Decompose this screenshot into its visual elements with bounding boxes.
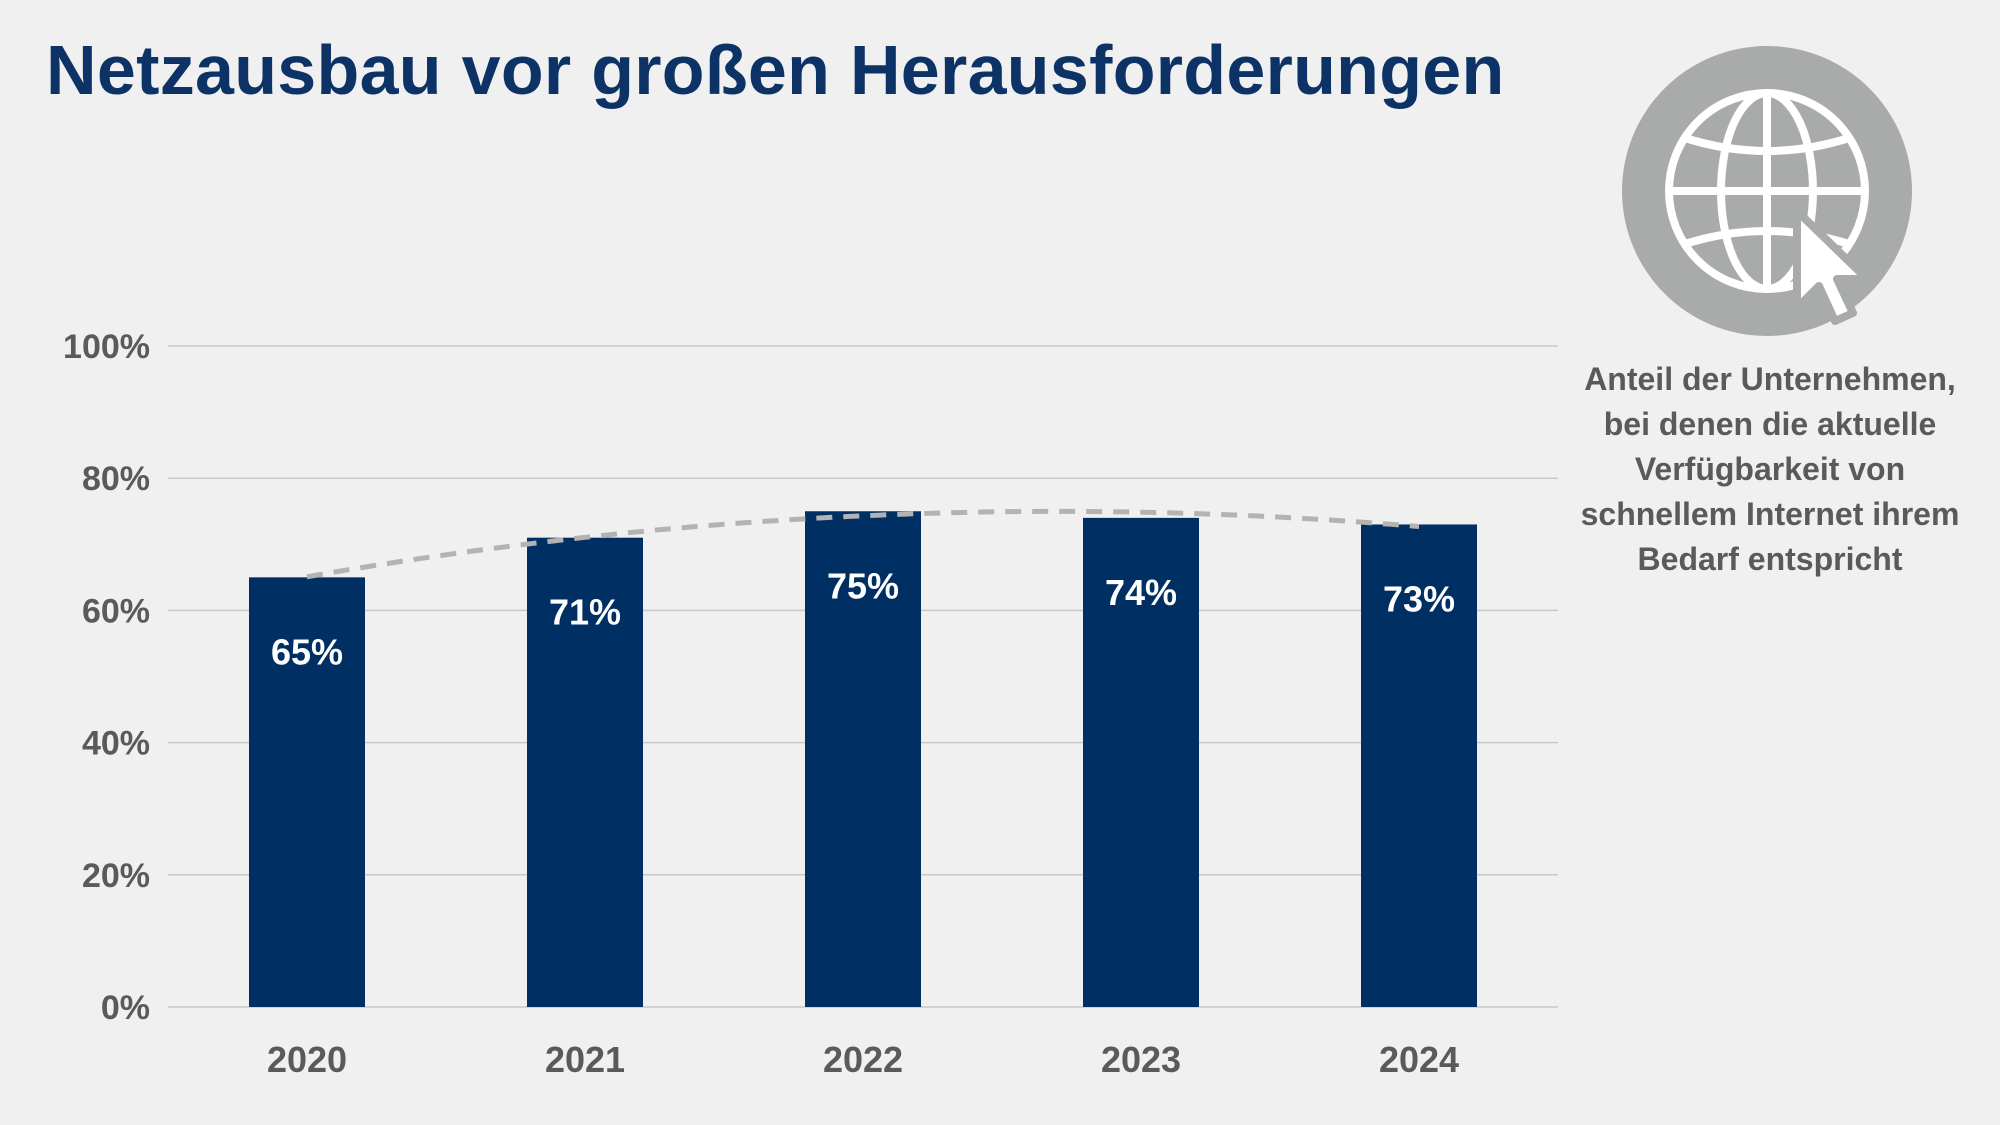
- bars: [249, 511, 1477, 1007]
- y-tick-label: 20%: [82, 857, 150, 895]
- bar-value-label: 75%: [827, 565, 899, 606]
- bar-value-label: 65%: [271, 631, 343, 672]
- trend-line: [306, 508, 1420, 580]
- caption-line: bei denen die aktuelle: [1603, 406, 1937, 442]
- y-tick-label: 80%: [82, 460, 150, 498]
- bar: [249, 577, 365, 1007]
- bar: [805, 511, 921, 1007]
- globe-cursor-icon: [1622, 46, 1912, 336]
- y-tick-label: 60%: [82, 592, 150, 630]
- y-tick-label: 40%: [82, 725, 150, 763]
- caption-line: Bedarf entspricht: [1637, 541, 1903, 577]
- trend-line: [306, 508, 1420, 580]
- bar-value-label: 71%: [549, 592, 621, 633]
- bar-value-label: 73%: [1383, 578, 1455, 619]
- x-tick-label: 2022: [823, 1039, 903, 1080]
- bar: [1083, 517, 1199, 1007]
- x-tick-label: 2020: [267, 1039, 347, 1080]
- page-title: Netzausbau vor großen Herausforderungen: [46, 31, 1505, 109]
- bar: [527, 537, 643, 1007]
- x-tick-label: 2023: [1101, 1039, 1181, 1080]
- x-tick-label: 2021: [545, 1039, 625, 1080]
- y-tick-label: 0%: [101, 989, 150, 1027]
- chart-caption: Anteil der Unternehmen, bei denen die ak…: [1555, 357, 1985, 582]
- labels: 0% 20% 40% 60% 80% 100% 65% 2020 71% 2021 75% 2022 7…: [63, 328, 1459, 1080]
- x-tick-label: 2024: [1379, 1039, 1459, 1080]
- bar: [1361, 524, 1477, 1007]
- caption-line: Verfügbarkeit von: [1634, 451, 1906, 487]
- y-tick-label: 100%: [63, 328, 150, 366]
- caption-line: schnellem Internet ihrem: [1580, 496, 1960, 532]
- bar-value-label: 74%: [1105, 572, 1177, 613]
- caption-line: Anteil der Unternehmen,: [1584, 361, 1956, 397]
